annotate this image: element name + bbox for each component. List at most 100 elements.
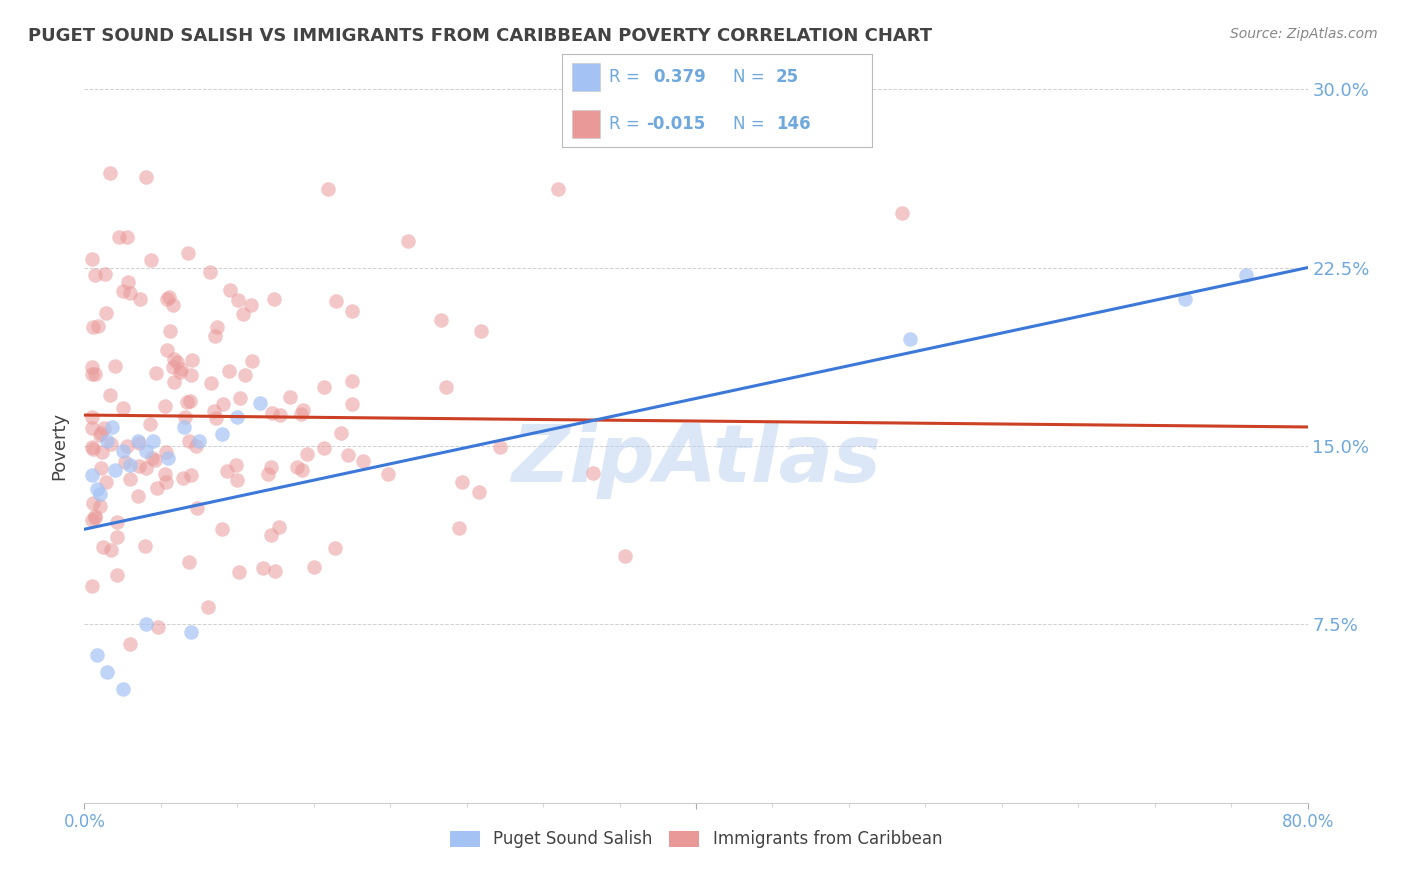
Point [93,420,115,434]
Point [239,298,262,312]
Point [80,367,103,381]
Point [252,561,274,575]
Point [174,410,197,425]
Point [107,230,129,244]
Point [260,459,283,474]
Point [128,436,150,450]
Point [94,267,117,281]
Text: -0.015: -0.015 [645,115,706,133]
Point [138,417,160,432]
Point [188,434,211,449]
Point [82,440,104,454]
Text: N =: N = [733,115,763,133]
Point [118,285,141,300]
Text: 146: 146 [776,115,810,133]
Point [312,441,335,455]
Point [89,500,111,514]
Point [80,421,103,435]
Point [269,408,291,422]
Point [429,313,451,327]
Point [202,403,225,417]
Point [98,388,121,402]
Point [184,439,207,453]
Point [83,368,105,382]
Point [115,229,138,244]
Point [129,292,152,306]
Point [141,450,163,465]
FancyBboxPatch shape [572,63,599,91]
Text: R =: R = [609,68,640,86]
Point [614,549,637,563]
Point [96,434,118,449]
Point [80,359,103,374]
Point [94,475,117,489]
Point [225,458,247,472]
Point [111,401,134,416]
Point [159,324,181,338]
Point [228,391,250,405]
Point [105,530,128,544]
Text: 0.379: 0.379 [654,68,706,86]
Point [87,318,110,333]
Point [157,289,180,303]
Point [105,515,128,529]
Text: 25: 25 [776,68,799,86]
Point [285,460,308,475]
Point [104,359,127,373]
Point [204,328,226,343]
Point [468,484,491,499]
Point [290,407,312,421]
Point [180,624,202,639]
Point [200,376,222,391]
Point [146,481,169,495]
Point [180,368,202,383]
Point [177,555,200,569]
Point [179,434,201,448]
Point [451,475,474,490]
Point [86,482,108,496]
Point [325,293,347,308]
Point [139,253,162,268]
Point [166,355,188,369]
Point [215,464,238,478]
Point [218,364,240,378]
Point [96,665,118,679]
Point [101,420,124,434]
Point [127,489,149,503]
Point [104,463,127,477]
Point [330,426,353,441]
Point [82,320,104,334]
Point [226,410,249,425]
Point [100,543,122,558]
Point [135,170,157,185]
Point [226,473,249,487]
Point [80,252,103,266]
Point [84,510,107,524]
Point [80,409,103,424]
Point [98,166,121,180]
Point [162,359,184,374]
Point [891,206,914,220]
Point [1236,268,1258,282]
Point [267,520,290,534]
Point [84,509,107,524]
Point [83,268,105,282]
Text: R =: R = [609,115,640,133]
Point [120,458,142,472]
Text: Source: ZipAtlas.com: Source: ZipAtlas.com [1230,27,1378,41]
Point [135,443,157,458]
Point [1174,292,1197,306]
Point [342,374,364,388]
Point [156,292,179,306]
Point [163,351,186,366]
Point [180,468,202,483]
Point [134,539,156,553]
Point [176,246,198,260]
Point [127,434,149,449]
Point [111,443,134,458]
Point [218,283,240,297]
Point [89,427,111,442]
Point [449,521,471,535]
Point [249,396,271,410]
Point [135,617,157,632]
